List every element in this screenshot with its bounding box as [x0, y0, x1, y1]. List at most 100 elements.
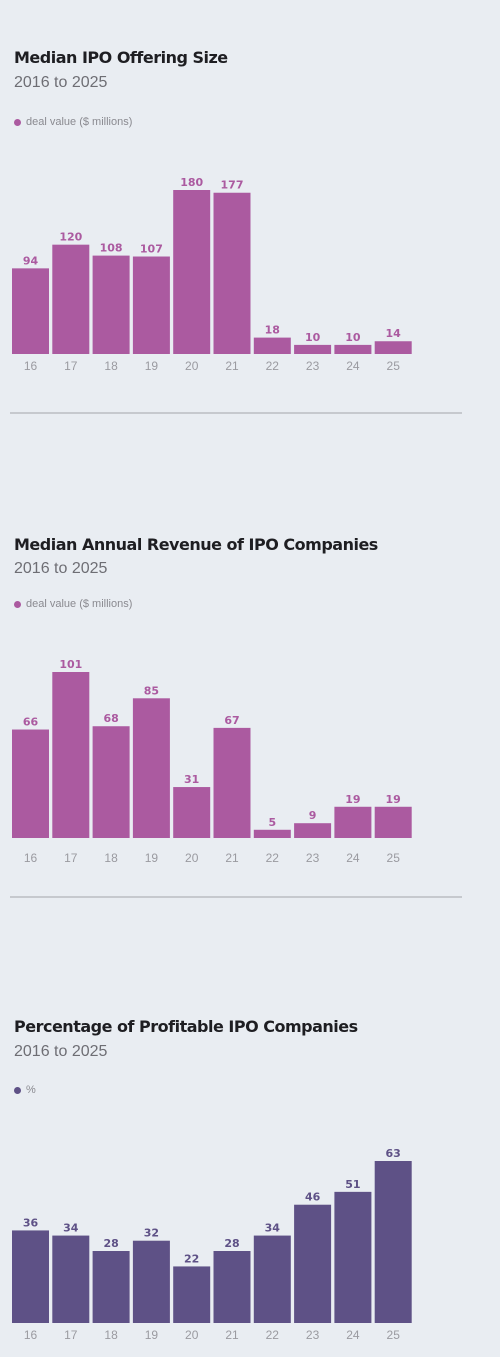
bar-25 — [374, 341, 412, 354]
bar-17 — [52, 1235, 90, 1323]
bar-16 — [12, 1230, 49, 1323]
bar-16 — [12, 268, 49, 354]
data-label-16: 36 — [23, 1216, 39, 1229]
bar-17 — [52, 244, 90, 354]
x-tick-label-21: 21 — [225, 851, 239, 865]
data-label-17: 34 — [63, 1222, 79, 1235]
data-label-20: 22 — [184, 1252, 199, 1265]
data-label-17: 120 — [59, 231, 82, 244]
data-label-24: 19 — [345, 793, 360, 806]
chart-subtitle: 2016 to 2025 — [14, 1043, 108, 1060]
x-tick-label-25: 25 — [387, 359, 401, 373]
bar-20 — [173, 190, 211, 354]
data-label-20: 31 — [184, 773, 199, 786]
chart-legend: % — [14, 1084, 36, 1096]
x-tick-label-25: 25 — [387, 1328, 401, 1342]
x-tick-label-23: 23 — [306, 851, 320, 865]
data-label-22: 18 — [265, 324, 280, 337]
x-tick-label-23: 23 — [306, 1328, 320, 1342]
x-tick-label-20: 20 — [185, 851, 199, 865]
data-label-19: 107 — [140, 243, 163, 256]
bar-21 — [213, 192, 251, 354]
bar-22 — [253, 1235, 291, 1323]
bar-22 — [253, 829, 291, 838]
data-label-25: 14 — [386, 327, 402, 340]
x-tick-label-16: 16 — [24, 851, 38, 865]
x-tick-label-18: 18 — [104, 851, 118, 865]
data-label-17: 101 — [59, 658, 82, 671]
x-tick-label-17: 17 — [64, 851, 78, 865]
bar-25 — [374, 806, 412, 838]
x-tick-label-18: 18 — [104, 1328, 118, 1342]
data-label-24: 10 — [345, 331, 361, 344]
annual-revenue-bar-chart: 66 16 101 17 68 18 85 19 31 20 67 21 5 22 9 23 19 24 19 25 — [12, 658, 412, 865]
bar-16 — [12, 729, 49, 838]
data-label-16: 66 — [23, 716, 39, 729]
section-divider — [10, 412, 462, 414]
bar-25 — [374, 1161, 412, 1323]
chart-subtitle: 2016 to 2025 — [14, 74, 108, 91]
chart-title: Percentage of Profitable IPO Companies — [14, 1017, 358, 1036]
legend-swatch — [14, 600, 21, 608]
chart-legend: deal value ($ millions) — [14, 116, 132, 128]
bar-20 — [173, 1266, 211, 1323]
data-label-18: 28 — [103, 1237, 118, 1250]
legend-label: % — [26, 1084, 36, 1096]
chart-subtitle: 2016 to 2025 — [14, 560, 108, 577]
x-tick-label-18: 18 — [104, 359, 118, 373]
chart-title: Median IPO Offering Size — [14, 48, 228, 67]
data-label-20: 180 — [180, 176, 203, 189]
x-tick-label-21: 21 — [225, 1328, 239, 1342]
data-label-18: 108 — [100, 242, 123, 255]
x-tick-label-19: 19 — [145, 359, 159, 373]
x-tick-label-19: 19 — [145, 1328, 159, 1342]
legend-swatch — [14, 1086, 21, 1094]
data-label-25: 63 — [386, 1147, 401, 1160]
chart-title: Median Annual Revenue of IPO Companies — [14, 535, 378, 554]
x-tick-label-21: 21 — [225, 359, 239, 373]
bar-23 — [294, 823, 332, 838]
x-tick-label-24: 24 — [346, 359, 360, 373]
bar-19 — [132, 698, 170, 838]
bar-20 — [173, 787, 211, 838]
x-tick-label-22: 22 — [266, 851, 280, 865]
bar-23 — [294, 344, 332, 354]
x-tick-label-22: 22 — [266, 1328, 280, 1342]
x-tick-label-17: 17 — [64, 359, 78, 373]
data-label-21: 177 — [221, 179, 244, 192]
data-label-22: 34 — [265, 1222, 281, 1235]
x-tick-label-22: 22 — [266, 359, 280, 373]
x-tick-label-20: 20 — [185, 359, 199, 373]
x-tick-label-16: 16 — [24, 1328, 38, 1342]
bar-21 — [213, 727, 251, 838]
bar-24 — [334, 806, 372, 838]
data-label-22: 5 — [268, 816, 276, 829]
data-label-18: 68 — [103, 712, 118, 725]
legend-label: deal value ($ millions) — [26, 598, 133, 610]
bar-24 — [334, 1191, 372, 1323]
offering-size-bar-chart: 94 16 120 17 108 18 107 19 180 20 177 21 18 22 10 23 10 2… — [12, 176, 412, 373]
bar-18 — [92, 255, 130, 354]
data-label-23: 46 — [305, 1191, 321, 1204]
x-tick-label-23: 23 — [306, 359, 320, 373]
x-tick-label-20: 20 — [185, 1328, 199, 1342]
bar-18 — [92, 1251, 130, 1323]
chart-legend: deal value ($ millions) — [14, 598, 132, 610]
data-label-19: 85 — [144, 684, 159, 697]
x-tick-label-16: 16 — [24, 359, 38, 373]
data-label-25: 19 — [386, 793, 401, 806]
x-tick-label-24: 24 — [346, 851, 360, 865]
section-divider — [10, 896, 462, 898]
data-label-23: 10 — [305, 331, 321, 344]
bar-19 — [132, 256, 170, 354]
x-tick-label-24: 24 — [346, 1328, 360, 1342]
data-label-24: 51 — [345, 1178, 360, 1191]
x-tick-label-25: 25 — [387, 851, 401, 865]
legend-label: deal value ($ millions) — [26, 116, 133, 128]
data-label-16: 94 — [23, 254, 39, 267]
bar-19 — [132, 1240, 170, 1323]
bar-17 — [52, 672, 90, 838]
bar-22 — [253, 337, 291, 354]
bar-23 — [294, 1204, 332, 1323]
